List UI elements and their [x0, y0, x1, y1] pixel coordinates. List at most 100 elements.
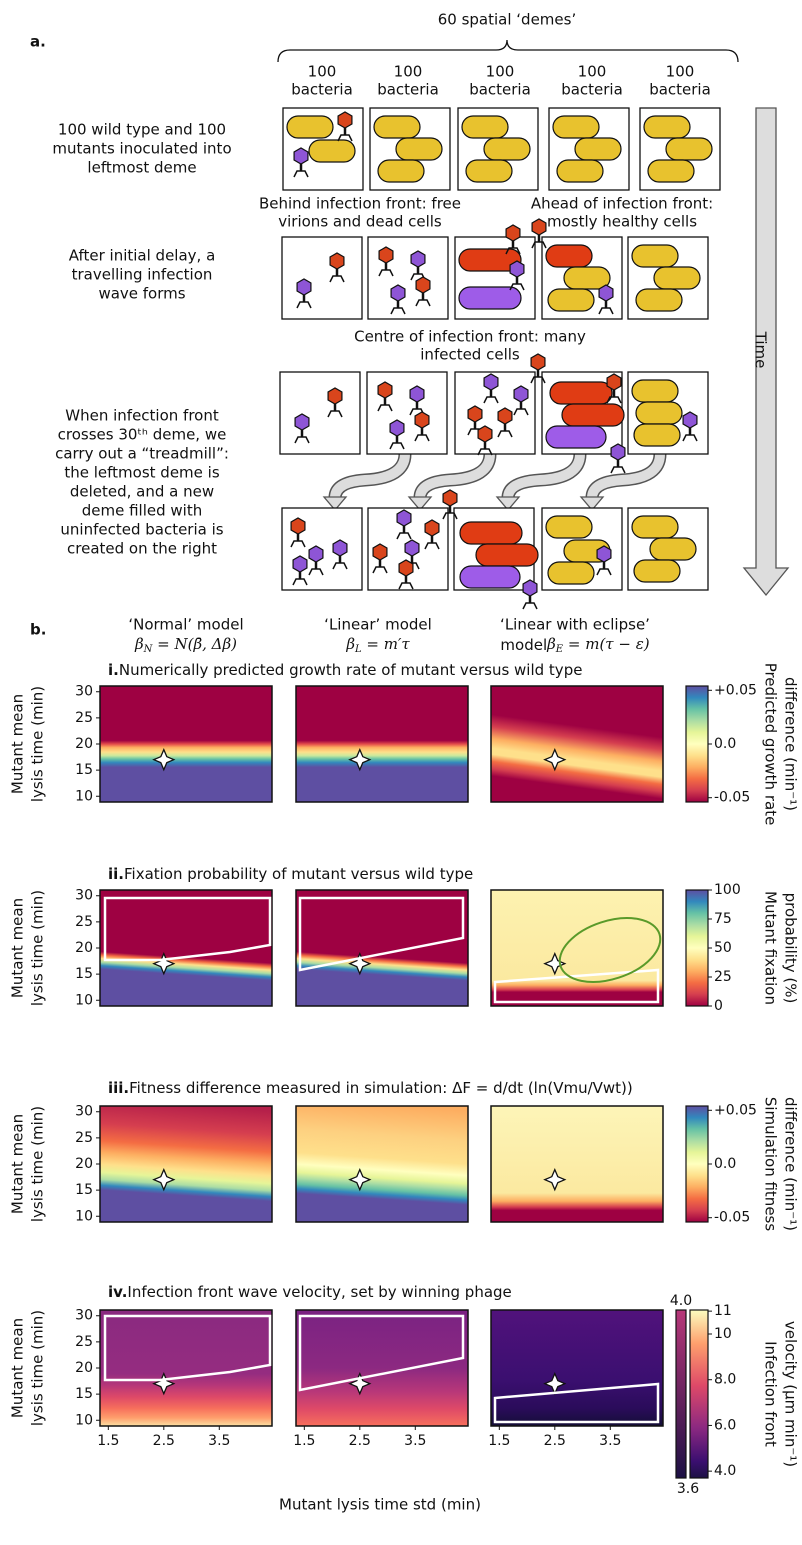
colorbar-tick-label: 4.0 [714, 1463, 736, 1479]
bacterium [546, 426, 606, 448]
colorbar-tick-label: +0.05 [714, 682, 757, 698]
colorbar-tick-label: 0.0 [714, 1156, 736, 1172]
y-tick-label: 20 [75, 736, 93, 752]
phage [611, 444, 625, 473]
demes-title: 60 spatial ‘demes’ [438, 11, 577, 29]
colorbar-tick-label: 8.0 [714, 1372, 736, 1388]
bacterium [632, 516, 678, 538]
model-name: ‘Normal’ model [128, 616, 243, 634]
x-tick-label: 2.5 [349, 1433, 371, 1449]
colorbar-tick-label: -0.05 [714, 1210, 750, 1226]
x-axis-label: Mutant lysis time std (min) [279, 1496, 481, 1514]
phage-head [379, 247, 393, 263]
small-bar-label: 3.6 [677, 1481, 699, 1497]
heatmap [100, 686, 272, 802]
phage [532, 219, 546, 248]
colorbar [686, 890, 708, 1006]
phage-head [443, 490, 457, 506]
row-caption: uninfected bacteria is [60, 521, 223, 539]
deme-label: 100 [394, 63, 423, 81]
x-tick-label: 2.5 [544, 1433, 566, 1449]
annotation: virions and dead cells [278, 213, 442, 231]
heatmap [491, 890, 663, 1006]
brace [278, 40, 738, 62]
figure: a.60 spatial ‘demes’100bacteria100bacter… [0, 0, 802, 1545]
deme-box [367, 372, 447, 454]
colorbar-tick-label: 0.0 [714, 736, 736, 752]
phage-head [531, 354, 545, 370]
bacterium [575, 138, 621, 160]
y-axis-label: Mutant mean [9, 1114, 27, 1214]
deme-label: 100 [578, 63, 607, 81]
bacterium [459, 287, 521, 309]
x-tick-label: 3.5 [404, 1433, 426, 1449]
bacterium [650, 538, 696, 560]
colorbar-tick-label: 6.0 [714, 1417, 736, 1433]
phage-head [607, 374, 621, 390]
bacterium [654, 267, 700, 289]
x-tick-label: 2.5 [153, 1433, 175, 1449]
heatmap [491, 1310, 663, 1426]
phage-head [328, 388, 342, 404]
phage-head [415, 412, 429, 428]
phage-head [510, 261, 524, 277]
colorbar-label: difference (min⁻¹) [782, 1097, 800, 1231]
y-tick-label: 30 [75, 1308, 93, 1324]
phage-head [411, 251, 425, 267]
y-tick-label: 20 [75, 1360, 93, 1376]
treadmill-arrows [324, 454, 660, 510]
phage-legs [523, 603, 537, 609]
bacterium [666, 138, 712, 160]
row-caption: mutants inoculated into [52, 140, 231, 158]
bacterium [548, 289, 594, 311]
model-formula: βL = m′τ [345, 635, 410, 655]
heatmap [296, 686, 468, 802]
bacterium [634, 560, 680, 582]
model-formula: modelβE = m(τ − ε) [500, 635, 649, 655]
colorbar-label: difference (min⁻¹) [782, 677, 800, 811]
colorbar-tick-label: -0.05 [714, 790, 750, 806]
bacterium [636, 289, 682, 311]
row-title: ii.Fixation probability of mutant versus… [108, 865, 473, 883]
annotation: mostly healthy cells [547, 213, 697, 231]
y-tick-label: 10 [75, 1208, 93, 1224]
phage-head [484, 374, 498, 390]
phage-head [391, 285, 405, 301]
phage [531, 354, 545, 383]
y-tick-label: 15 [75, 762, 93, 778]
row-caption: wave forms [98, 285, 185, 303]
phage-head [523, 580, 537, 596]
row-title-text: Infection front wave velocity, set by wi… [127, 1283, 511, 1301]
phage-head [373, 544, 387, 560]
phage-head [390, 420, 404, 436]
colorbar-tick-label: 75 [714, 911, 732, 927]
panel-label: a. [30, 33, 46, 51]
y-tick-label: 10 [75, 788, 93, 804]
heatmap [296, 1310, 468, 1426]
bacterium [378, 160, 424, 182]
phage-head [532, 219, 546, 235]
small-colorbar [676, 1310, 686, 1478]
y-axis-label: lysis time (min) [29, 890, 47, 1006]
y-tick-label: 15 [75, 966, 93, 982]
row-caption: leftmost deme [87, 159, 196, 177]
bacterium [374, 116, 420, 138]
page: a.60 spatial ‘demes’100bacteria100bacter… [0, 0, 802, 1545]
x-tick-label: 1.5 [293, 1433, 315, 1449]
deme-label: bacteria [649, 81, 711, 99]
phage-head [309, 546, 323, 562]
model-name: model [500, 636, 547, 654]
phage-head [683, 412, 697, 428]
bacterium [309, 140, 355, 162]
bacterium [632, 245, 678, 267]
bacterium [484, 138, 530, 160]
phage-head [405, 540, 419, 556]
bacterium [634, 424, 680, 446]
model-name: ‘Linear’ model [324, 616, 432, 634]
colorbar [686, 1106, 708, 1222]
phage-head [294, 148, 308, 164]
colorbar-label: velocity (μm min⁻¹) [782, 1321, 800, 1467]
colorbar-tick-label: 25 [714, 969, 732, 985]
formula-symbol: β [345, 635, 355, 653]
deme-box [280, 372, 360, 454]
